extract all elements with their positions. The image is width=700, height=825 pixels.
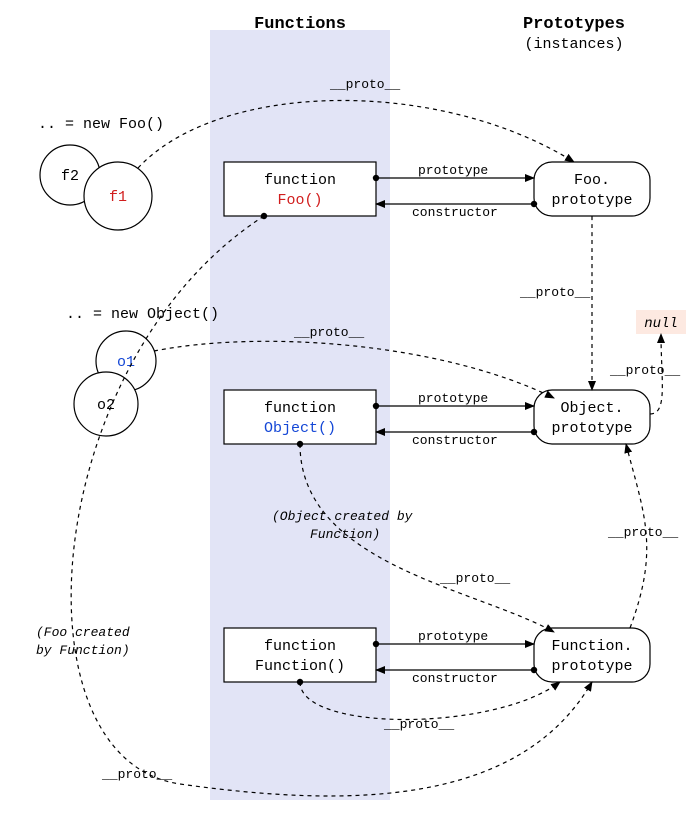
label-foo_by_fn: (Foo created — [36, 625, 130, 640]
function-box-object: function Object() — [224, 390, 376, 444]
svg-text:f1: f1 — [109, 189, 127, 206]
null-box: null — [636, 310, 686, 334]
label-new_object: .. = new Object() — [66, 306, 219, 323]
label-proto_bottom: __proto__ — [101, 767, 172, 782]
label-prototype_foo: prototype — [418, 163, 488, 178]
svg-text:function: function — [264, 172, 336, 189]
label-proto_o1: __proto__ — [293, 325, 364, 340]
svg-text:Function.: Function. — [551, 638, 632, 655]
function-box-function: function Function() — [224, 628, 376, 682]
label-proto_null: __proto__ — [609, 363, 680, 378]
svg-text:prototype: prototype — [551, 192, 632, 209]
label-new_foo: .. = new Foo() — [38, 116, 164, 133]
header-prototypes: Prototypes — [523, 15, 625, 34]
label-constructor_fn: constructor — [412, 671, 498, 686]
label-constructor_foo: constructor — [412, 205, 498, 220]
prototype-diagram: Functions Prototypes (instances) null f2… — [0, 0, 700, 825]
instance-f1: f1 — [84, 162, 152, 230]
svg-text:function: function — [264, 400, 336, 417]
label-proto_self: __proto__ — [383, 717, 454, 732]
svg-text:Foo.: Foo. — [574, 172, 610, 189]
header-functions: Functions — [254, 15, 346, 34]
prototype-box-object: Object. prototype — [534, 390, 650, 444]
svg-text:f2: f2 — [61, 168, 79, 185]
instance-o2: o2 — [74, 372, 138, 436]
svg-text:o1: o1 — [117, 354, 135, 371]
label-foo_by_fn2: by Function) — [36, 643, 130, 658]
svg-text:null: null — [644, 316, 678, 332]
label-prototype_fn: prototype — [418, 629, 488, 644]
svg-text:prototype: prototype — [551, 420, 632, 437]
header-instances: (instances) — [524, 36, 623, 53]
label-proto_func_obj: __proto__ — [607, 525, 678, 540]
label-proto_foo_obj: __proto__ — [519, 285, 590, 300]
label-proto_top: __proto__ — [329, 77, 400, 92]
function-box-foo: function Foo() — [224, 162, 376, 216]
svg-text:Object.: Object. — [560, 400, 623, 417]
label-proto_mid: __proto__ — [439, 571, 510, 586]
label-obj_by_fn: (Object created by — [272, 509, 414, 524]
svg-text:o2: o2 — [97, 397, 115, 414]
label-constructor_obj: constructor — [412, 433, 498, 448]
svg-text:Object(): Object() — [264, 420, 336, 437]
svg-text:Function(): Function() — [255, 658, 345, 675]
svg-text:function: function — [264, 638, 336, 655]
prototype-box-function: Function. prototype — [534, 628, 650, 682]
prototype-box-foo: Foo. prototype — [534, 162, 650, 216]
svg-text:prototype: prototype — [551, 658, 632, 675]
label-prototype_obj: prototype — [418, 391, 488, 406]
svg-text:Foo(): Foo() — [277, 192, 322, 209]
